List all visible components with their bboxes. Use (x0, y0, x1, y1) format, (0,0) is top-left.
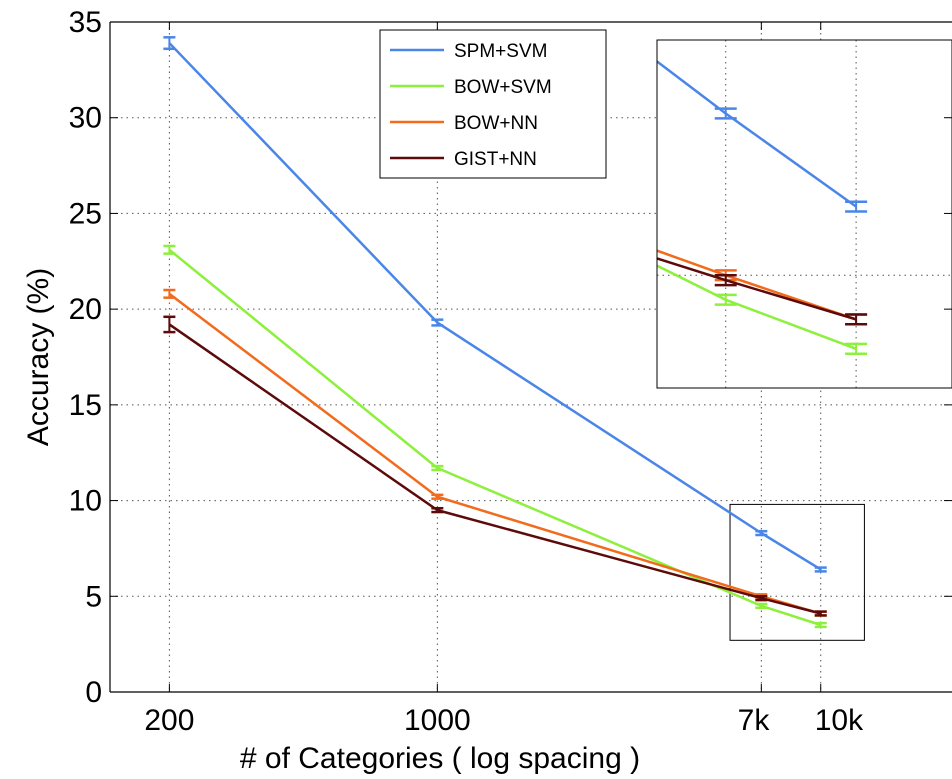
error-bar (431, 493, 444, 500)
inset-frame (656, 39, 952, 389)
legend-item: SPM+SVM (390, 41, 547, 62)
error-bar (163, 315, 176, 334)
x-tick-label: 1000 (404, 704, 471, 737)
inset-zoom-plot (3, 15, 952, 389)
error-bar (814, 610, 827, 617)
series-line (168, 323, 822, 615)
series-line (657, 257, 857, 321)
y-tick-label: 30 (69, 102, 102, 135)
legend-item: BOW+SVM (390, 77, 552, 98)
series-line (168, 248, 822, 627)
series-lines (163, 36, 827, 629)
series-line (168, 42, 822, 571)
series-gist-nn (3, 50, 868, 326)
x-tick-label: 200 (144, 704, 194, 737)
legend-label: GIST+NN (454, 149, 537, 170)
error-bar (3, 50, 25, 60)
error-bar (814, 566, 827, 573)
x-tick-label: 10k (815, 704, 864, 737)
zoom-region-box (729, 503, 865, 641)
y-tick-label: 35 (69, 6, 102, 39)
error-bar (163, 36, 176, 51)
legend-label: BOW+SVM (454, 77, 552, 98)
y-tick-label: 20 (69, 293, 102, 326)
y-tick-label: 15 (69, 389, 102, 422)
inset-background (657, 40, 952, 388)
error-bar (755, 602, 768, 610)
zoom-box-rect (729, 503, 865, 641)
series-spm-svm (657, 59, 868, 213)
error-bar (755, 595, 768, 602)
error-bar (163, 244, 176, 255)
error-bar (431, 464, 444, 472)
error-bar (845, 313, 868, 326)
legend-item: BOW+NN (390, 113, 538, 134)
y-tick-label: 25 (69, 197, 102, 230)
error-bar (3, 15, 25, 25)
y-tick-label: 10 (69, 485, 102, 518)
y-tick-label: 5 (85, 580, 102, 613)
error-bar (431, 506, 444, 514)
error-bar (845, 200, 868, 213)
legend-box (379, 29, 607, 179)
error-bar (714, 293, 737, 306)
error-bar (755, 529, 768, 537)
legend: SPM+SVM BOW+SVM BOW+NN GIST+NN (379, 29, 607, 179)
y-axis-title: Accuracy (%) (22, 268, 55, 446)
legend-label: BOW+NN (454, 113, 538, 134)
error-bar (431, 318, 444, 327)
tick-labels: 0 5 10 15 20 25 30 35 200 1000 7k 10k (69, 6, 864, 737)
error-bar (714, 274, 737, 287)
error-bar (845, 342, 868, 355)
y-tick-label: 0 (85, 676, 102, 709)
series-bow-svm (657, 264, 868, 355)
error-bar (814, 621, 827, 629)
series-line (657, 59, 857, 208)
series-line (657, 264, 857, 350)
axes (109, 21, 952, 693)
series-line (657, 249, 857, 321)
series-spm-svm (163, 36, 827, 573)
legend-item: GIST+NN (390, 149, 537, 170)
series-bow-svm (163, 244, 827, 629)
error-bar (714, 107, 737, 120)
series-gist-nn (163, 315, 827, 617)
x-axis-title: # of Categories ( log spacing ) (240, 742, 640, 775)
x-tick-label: 7k (738, 704, 771, 737)
legend-label: SPM+SVM (454, 41, 547, 62)
error-bar (163, 288, 176, 299)
